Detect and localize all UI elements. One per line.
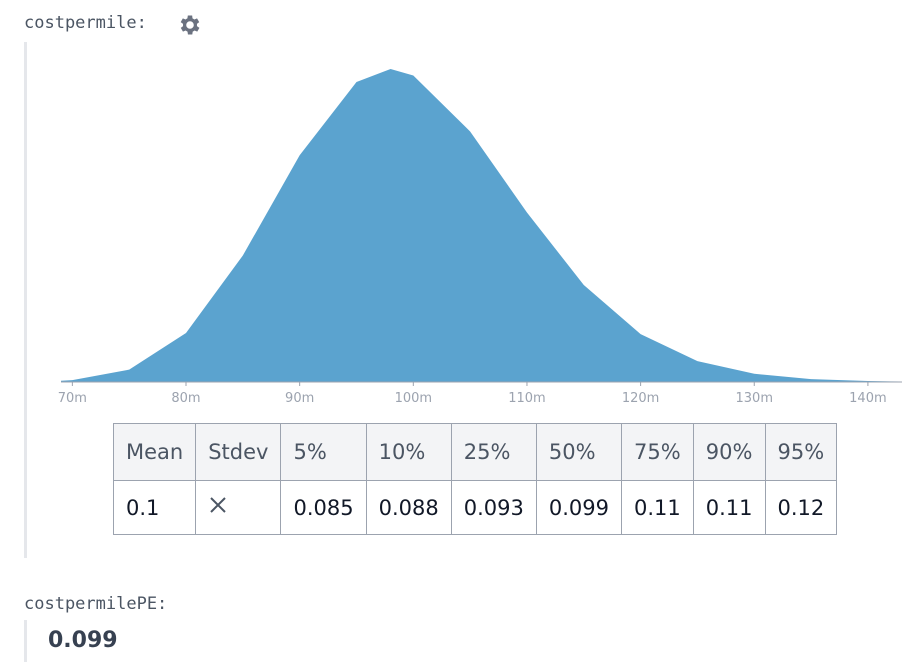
x-tick-label: 80m [171, 391, 200, 406]
chart: 70m 80m 90m 100m 110m 120m 130m 140m [58, 69, 902, 406]
cell: 0.099 [535, 480, 622, 535]
header-cell: Mean [112, 423, 197, 481]
cell [195, 480, 282, 535]
header-cell: 25% [450, 423, 537, 481]
header-row: Mean Stdev 5% 10% 25% 50% 75% 90% 95% [112, 423, 838, 481]
header-cell: 95% [764, 423, 838, 481]
indent-bar [24, 620, 27, 662]
header-cell: Stdev [195, 423, 282, 481]
x-tick-label: 120m [622, 391, 659, 406]
empty-icon [210, 497, 226, 513]
settings-icon[interactable] [177, 12, 203, 38]
cell: 0.1 [112, 480, 197, 535]
density-area [61, 69, 902, 382]
data-row: 0.1 0.085 0.088 0.093 0.099 0.11 0.11 0.12 [112, 480, 838, 535]
cell: 0.11 [692, 480, 766, 535]
x-tick-label: 70m [58, 391, 87, 406]
variable-label: costpermile: [24, 13, 147, 33]
header-cell: 90% [692, 423, 766, 481]
header-cell: 10% [365, 423, 452, 481]
header-cell: 5% [280, 423, 367, 481]
cell: 0.12 [764, 480, 838, 535]
variable-label: costpermilePE: [24, 594, 168, 614]
cell: 0.11 [620, 480, 694, 535]
cell: 0.088 [365, 480, 452, 535]
x-tick-label: 110m [508, 391, 545, 406]
result-value: 0.099 [48, 628, 118, 653]
x-tick-label: 90m [285, 391, 314, 406]
cell: 0.093 [450, 480, 537, 535]
x-tick-label: 130m [736, 391, 773, 406]
header-cell: 75% [620, 423, 694, 481]
cell: 0.085 [280, 480, 367, 535]
x-tick-label: 140m [849, 391, 886, 406]
x-tick-label: 100m [395, 391, 432, 406]
indent-bar [24, 42, 27, 558]
summary-table: Mean Stdev 5% 10% 25% 50% 75% 90% 95% 0.1 0.085 0.0… [112, 423, 838, 535]
header-cell: 50% [535, 423, 622, 481]
